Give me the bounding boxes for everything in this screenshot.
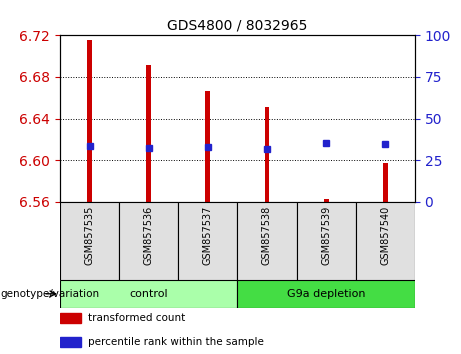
Bar: [324, 199, 329, 202]
Bar: [146, 64, 151, 202]
Text: percentile rank within the sample: percentile rank within the sample: [89, 337, 264, 347]
Text: GSM857538: GSM857538: [262, 206, 272, 265]
Text: G9a depletion: G9a depletion: [287, 289, 366, 299]
Bar: [60, 202, 119, 280]
Bar: [119, 202, 178, 280]
Text: transformed count: transformed count: [89, 313, 186, 323]
Bar: [265, 107, 269, 202]
Bar: [383, 163, 388, 202]
Bar: [356, 202, 415, 280]
Bar: [60, 313, 81, 323]
Text: control: control: [130, 289, 168, 299]
Bar: [206, 91, 210, 202]
Bar: [87, 40, 92, 202]
Bar: [178, 202, 237, 280]
Text: GSM857535: GSM857535: [84, 206, 95, 265]
Bar: [237, 202, 296, 280]
Bar: [237, 280, 415, 308]
Text: GSM857540: GSM857540: [380, 206, 390, 265]
Bar: [60, 280, 237, 308]
Title: GDS4800 / 8032965: GDS4800 / 8032965: [167, 19, 307, 33]
Text: GSM857537: GSM857537: [203, 206, 213, 265]
Text: GSM857539: GSM857539: [321, 206, 331, 265]
Text: genotype/variation: genotype/variation: [0, 289, 99, 299]
Bar: [296, 202, 356, 280]
Bar: [60, 337, 81, 347]
Text: GSM857536: GSM857536: [144, 206, 154, 265]
